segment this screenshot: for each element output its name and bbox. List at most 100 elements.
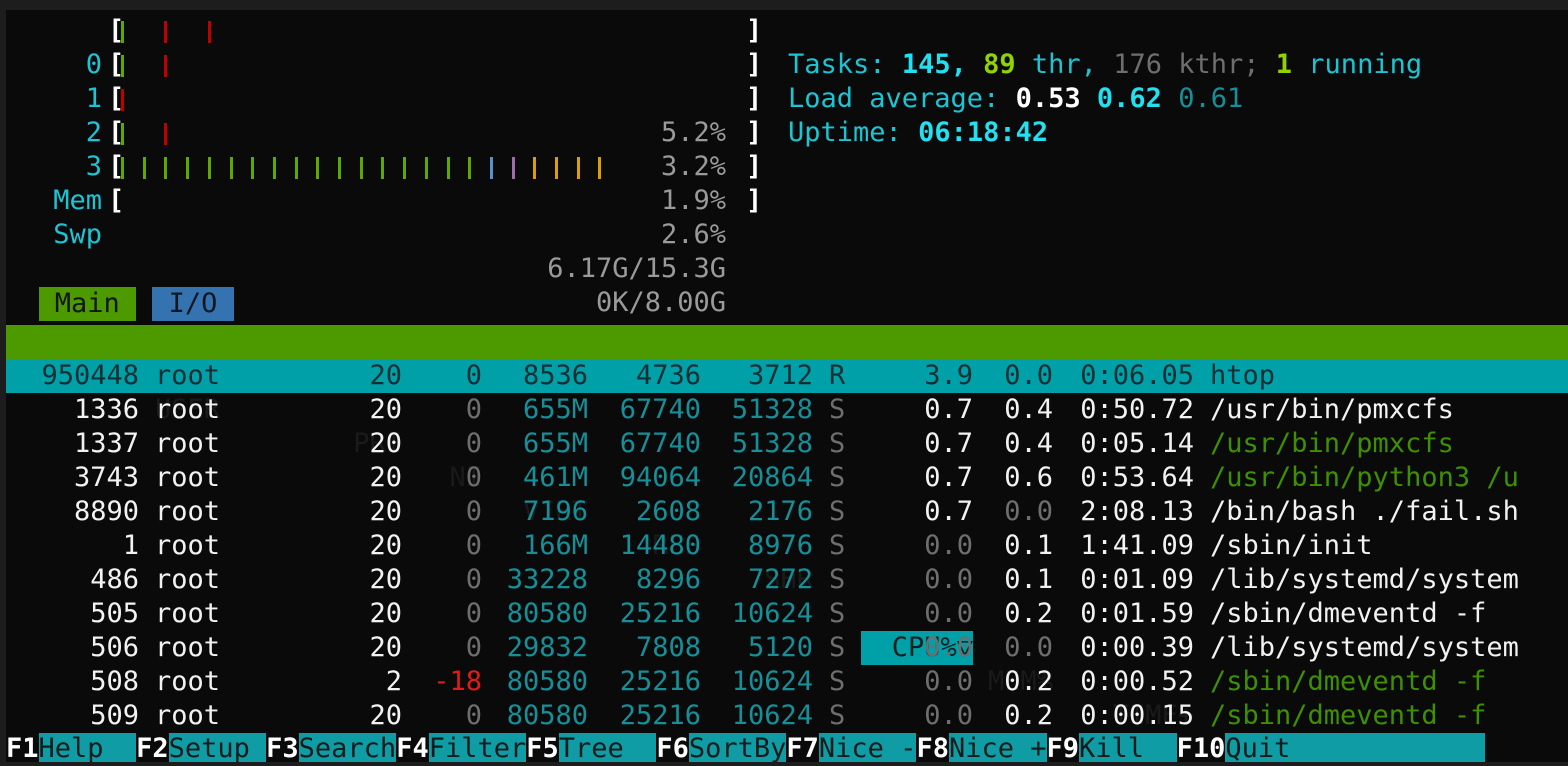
column-header-ni[interactable]: NI (449, 462, 482, 493)
table-row[interactable]: 506 root 20 0 29832 7808 5120 S 0.0 0.0 0:00.39/li… (6, 631, 1568, 665)
cell-res: 67740 (619, 428, 701, 459)
cell-shr: 51328 (731, 428, 813, 459)
function-key-f8[interactable]: F8 (916, 733, 949, 762)
function-label-kill[interactable]: Kill (1079, 733, 1177, 762)
cpu-meter-value-3: 2.6% (660, 219, 726, 250)
function-key-f10[interactable]: F10 (1176, 733, 1226, 762)
meter-tick (121, 21, 124, 43)
tab-io[interactable]: I/O (152, 287, 234, 321)
table-row[interactable]: 3743 root 20 0 461M 94064 20864 S 0.7 0.6 0:53.64 /… (6, 461, 1568, 495)
cell-pid: 508 (90, 666, 139, 697)
bracket-right: ] (746, 185, 763, 216)
mem-meter-row[interactable]: Mem [ 6.17G/15.3G ] (6, 150, 1568, 284)
cell-s: S (829, 530, 846, 561)
cell-pid: 1336 (73, 394, 139, 425)
function-label-filter[interactable]: Filter (428, 733, 527, 762)
cell-time: 0:00.52 (1080, 666, 1194, 697)
function-key-f9[interactable]: F9 (1046, 733, 1080, 762)
column-header-time[interactable]: TIME+ (1112, 700, 1194, 731)
cell-time: 0:01.09 (1080, 564, 1194, 595)
cell-pid: 486 (90, 564, 139, 595)
cell-virt: 29832 (506, 632, 588, 663)
function-label-search[interactable]: Search (298, 733, 397, 762)
table-row[interactable]: 1336 root 20 0 655M 67740 51328 S 0.7 0.4 0:50.72 /… (6, 393, 1568, 427)
meter-tick (511, 157, 515, 179)
cell-time: 0:50.72 (1080, 394, 1194, 425)
cell-user: root (155, 428, 221, 459)
cpu-meter-label-1: 1 (85, 83, 102, 114)
tasks-label: Tasks: (788, 49, 886, 80)
mem-meter-value: 6.17G/15.3G (547, 253, 726, 284)
function-key-f4[interactable]: F4 (396, 733, 429, 762)
cell-s: S (829, 462, 846, 493)
cell-ni: 0 (465, 700, 482, 731)
function-label-nice[interactable]: Nice + (948, 733, 1047, 762)
cell-virt: 80580 (506, 666, 588, 697)
cell-virt: 8536 (522, 360, 588, 391)
cell-res: 25216 (619, 598, 701, 629)
function-key-f6[interactable]: F6 (656, 733, 689, 762)
column-header-mem[interactable]: MEM% (987, 666, 1053, 697)
meter-tick (207, 157, 211, 179)
cell-cpu: 3.9 (924, 360, 973, 391)
cpu-meter-row[interactable]: 1 [ 3.2% ] (6, 48, 1568, 182)
column-header-shr[interactable]: SHR (764, 564, 813, 595)
cell-ni: 0 (465, 530, 482, 561)
cpu-meter-row[interactable]: 3 [ 2.6% ] (6, 116, 1568, 250)
cell-ni: 0 (465, 496, 482, 527)
cpu-meter-row[interactable]: 0 [ 5.2% ] (6, 14, 1568, 148)
tab-main[interactable]: Main (38, 287, 137, 321)
cpu-meter-row[interactable]: 2 [ 1.9% ] (6, 82, 1568, 216)
column-header-state[interactable]: S (829, 598, 846, 629)
function-key-f5[interactable]: F5 (526, 733, 559, 762)
function-key-f2[interactable]: F2 (136, 733, 169, 762)
cell-pid: 3743 (73, 462, 139, 493)
function-label-tree[interactable]: Tree (558, 733, 657, 762)
table-row[interactable]: 1337 root 20 0 655M 67740 51328 S 0.7 0.4 0:05.14 /… (6, 427, 1568, 461)
column-header-user[interactable]: USER (155, 394, 221, 425)
meter-tick (229, 157, 233, 179)
cell-pid: 509 (90, 700, 139, 731)
table-row[interactable]: 508 root 2 -18 80580 25216 10624 S 0.0 0.2 0:00.52… (6, 665, 1568, 699)
table-row[interactable]: 486 root 20 0 33228 8296 7272 S 0.0 0.1 0:01.09/li… (6, 563, 1568, 597)
function-key-f3[interactable]: F3 (266, 733, 299, 762)
table-row[interactable]: 505 root 20 0 80580 25216 10624 S 0.0 0.2 0:01.59 /… (6, 597, 1568, 631)
column-header-pri[interactable]: PRI (353, 428, 402, 459)
cell-command: /lib/systemd/system (1210, 632, 1519, 663)
meter-tick (121, 55, 124, 77)
cell-time: 2:08.13 (1080, 496, 1194, 527)
cell-time: 0:00.15 (1080, 700, 1194, 731)
function-label-sortby[interactable]: SortBy (688, 733, 787, 762)
cell-command: /lib/systemd/system (1210, 564, 1519, 595)
swap-meter-row[interactable]: Swp [ 0K/8.00G ] (6, 184, 1568, 318)
cell-pid: 1337 (73, 428, 139, 459)
table-row[interactable]: 509 root 20 0 80580 25216 10624 S 0.0 0.2 0:00.15 /… (6, 699, 1568, 733)
function-key-f1[interactable]: F1 (6, 733, 39, 762)
function-key-f7[interactable]: F7 (786, 733, 819, 762)
meter-tick (142, 157, 146, 179)
cell-virt: 7196 (522, 496, 588, 527)
cell-shr: 20864 (731, 462, 813, 493)
cell-res: 7808 (635, 632, 701, 663)
function-label-setup[interactable]: Setup (168, 733, 267, 762)
cell-user: root (155, 632, 221, 663)
table-row[interactable]: 1 root 20 0 166M 14480 8976 S 0.0 0.1 1:41.09/sbin… (6, 529, 1568, 563)
bracket-left: [ (108, 151, 125, 182)
cell-command: /usr/bin/pmxcfs (1210, 394, 1454, 425)
cell-command: /usr/bin/python3 /u (1210, 462, 1519, 493)
cell-mem: 0.0 (1004, 360, 1053, 391)
cell-res: 67740 (619, 394, 701, 425)
cell-pri: 20 (369, 700, 402, 731)
column-header-cpu[interactable]: CPU%▽ (861, 631, 973, 665)
function-label-nice[interactable]: Nice - (818, 733, 917, 762)
table-row[interactable]: 950448 root 20 0 8536 4736 3712 R 3.9 0.0 0:06.05 h… (6, 359, 1568, 393)
cell-ni: 0 (465, 428, 482, 459)
cell-shr: 51328 (731, 394, 813, 425)
meters-panel: 0 [ 5.2% ] 1 [ 3.2% ] 2 [ 1.9% ] (6, 14, 1568, 318)
column-header-res[interactable]: RES (652, 530, 701, 561)
function-label-quit[interactable]: Quit (1225, 733, 1323, 762)
function-label-help[interactable]: Help (38, 733, 137, 762)
column-header-virt[interactable]: VIRT (522, 496, 588, 527)
meter-tick (468, 157, 472, 179)
table-row[interactable]: 8890 root 20 0 7196 2608 2176 S 0.7 0.0 2:08.13/bi… (6, 495, 1568, 529)
